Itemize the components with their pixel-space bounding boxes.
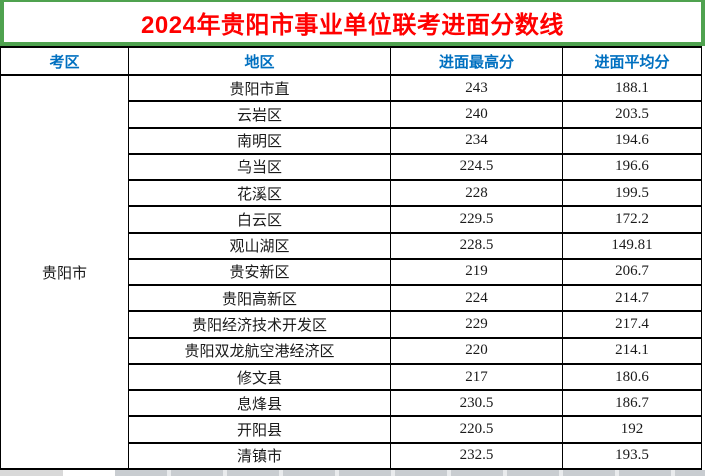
bottom-edge-segment	[63, 470, 115, 476]
avg-score-cell: 217.4	[562, 310, 702, 339]
table-row: 贵阳经济技术开发区 229 217.4	[1, 310, 702, 339]
avg-score-cell: 186.7	[562, 389, 702, 418]
max-score-cell: 234	[390, 126, 563, 155]
region-cell: 贵安新区	[128, 257, 391, 287]
cropped-bottom-edge	[0, 470, 705, 476]
table-row: 贵阳双龙航空港经济区 220 214.1	[1, 336, 702, 365]
avg-score-cell: 193.5	[562, 441, 702, 471]
region-cell: 白云区	[128, 205, 391, 234]
region-cell: 息烽县	[128, 389, 391, 418]
max-score-cell: 224.5	[390, 152, 563, 182]
region-cell: 观山湖区	[128, 231, 391, 260]
avg-score-cell: 199.5	[562, 179, 702, 208]
col-header-exam-area: 考区	[0, 46, 129, 76]
max-score-cell: 220	[390, 336, 563, 365]
region-cell: 南明区	[128, 126, 391, 155]
avg-score-cell: 214.7	[562, 284, 702, 313]
max-score-cell: 224	[390, 284, 563, 313]
max-score-cell: 232.5	[390, 441, 563, 471]
bottom-edge-segment	[115, 470, 705, 476]
table-row: 花溪区 228 199.5	[1, 179, 702, 208]
max-score-cell: 228.5	[390, 231, 563, 260]
max-score-cell: 229.5	[390, 205, 563, 234]
header-row: 考区 地区 进面最高分 进面平均分	[0, 46, 702, 76]
table-row: 贵安新区 219 206.7	[1, 257, 702, 287]
avg-score-cell: 206.7	[562, 257, 702, 287]
region-cell: 开阳县	[128, 415, 391, 444]
table-row: 息烽县 230.5 186.7	[1, 389, 702, 418]
table-row: 云岩区 240 203.5	[1, 100, 702, 129]
avg-score-cell: 149.81	[562, 231, 702, 260]
max-score-cell: 230.5	[390, 389, 563, 418]
avg-score-cell: 196.6	[562, 152, 702, 182]
avg-score-cell: 180.6	[562, 362, 702, 392]
region-cell: 花溪区	[128, 179, 391, 208]
max-score-cell: 240	[390, 100, 563, 129]
table-row: 观山湖区 228.5 149.81	[1, 231, 702, 260]
max-score-cell: 220.5	[390, 415, 563, 444]
region-cell: 贵阳双龙航空港经济区	[128, 336, 391, 365]
region-cell: 贵阳经济技术开发区	[128, 310, 391, 339]
avg-score-cell: 192	[562, 415, 702, 444]
table-row: 清镇市 232.5 193.5	[1, 441, 702, 471]
region-cell: 清镇市	[128, 441, 391, 471]
region-cell: 贵阳高新区	[128, 284, 391, 313]
bottom-edge-segment	[0, 470, 63, 476]
exam-area-cell: 贵阳市	[0, 74, 129, 470]
table-row: 开阳县 220.5 192	[1, 415, 702, 444]
max-score-cell: 228	[390, 179, 563, 208]
avg-score-cell: 172.2	[562, 205, 702, 234]
region-cell: 乌当区	[128, 152, 391, 182]
region-cell: 贵阳市直	[128, 73, 391, 103]
table-row: 贵阳高新区 224 214.7	[1, 284, 702, 313]
region-cell: 云岩区	[128, 100, 391, 129]
col-header-region: 地区	[128, 46, 391, 76]
region-cell: 修文县	[128, 362, 391, 392]
col-header-max-score: 进面最高分	[390, 46, 563, 76]
table-row: 乌当区 224.5 196.6	[1, 152, 702, 182]
table-row: 南明区 234 194.6	[1, 126, 702, 155]
title-banner: 2024年贵阳市事业单位联考进面分数线	[0, 0, 705, 46]
max-score-cell: 243	[390, 73, 563, 103]
max-score-cell: 229	[390, 310, 563, 339]
table-row: 贵阳市 贵阳市直 243 188.1	[0, 73, 702, 470]
avg-score-cell: 214.1	[562, 336, 702, 365]
avg-score-cell: 188.1	[562, 73, 702, 103]
col-header-avg-score: 进面平均分	[562, 46, 702, 76]
score-table: 考区 地区 进面最高分 进面平均分 贵阳市 贵阳市直 243 188.1 云岩区 240 2…	[0, 46, 702, 471]
max-score-cell: 217	[390, 362, 563, 392]
page-title: 2024年贵阳市事业单位联考进面分数线	[141, 11, 564, 39]
table-row: 修文县 217 180.6	[1, 362, 702, 392]
avg-score-cell: 203.5	[562, 100, 702, 129]
max-score-cell: 219	[390, 257, 563, 287]
avg-score-cell: 194.6	[562, 126, 702, 155]
table-row: 白云区 229.5 172.2	[1, 205, 702, 234]
